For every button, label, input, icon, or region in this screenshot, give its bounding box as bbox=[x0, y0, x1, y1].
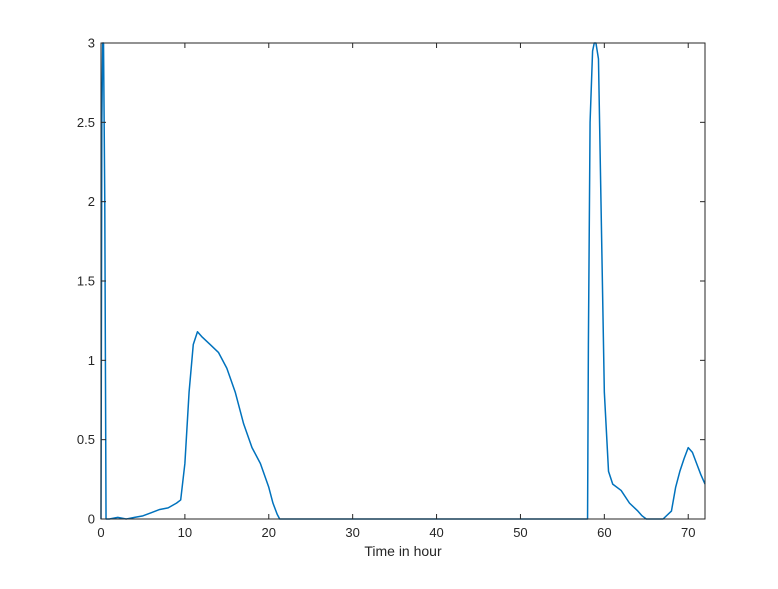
x-axis-label: Time in hour bbox=[364, 543, 442, 559]
x-tick-label: 60 bbox=[597, 525, 611, 540]
y-tick-label: 2.5 bbox=[77, 115, 95, 130]
x-tick-label: 70 bbox=[681, 525, 695, 540]
x-tick-label: 30 bbox=[345, 525, 359, 540]
y-tick-label: 0 bbox=[88, 512, 95, 527]
plot-area bbox=[101, 43, 705, 519]
x-tick-label: 50 bbox=[513, 525, 527, 540]
x-tick-label: 20 bbox=[262, 525, 276, 540]
x-tick-label: 40 bbox=[429, 525, 443, 540]
x-tick-label: 0 bbox=[97, 525, 104, 540]
x-tick-label: 10 bbox=[178, 525, 192, 540]
y-tick-label: 1.5 bbox=[77, 274, 95, 289]
y-axis-ticks: 0 0.5 1 1.5 2 2.5 3 bbox=[77, 36, 705, 527]
y-tick-label: 3 bbox=[88, 36, 95, 51]
y-tick-label: 1 bbox=[88, 353, 95, 368]
series-layer bbox=[100, 42, 706, 520]
y-tick-label: 0.5 bbox=[77, 432, 95, 447]
x-axis-ticks: 0 10 20 30 40 50 60 70 bbox=[97, 43, 695, 540]
y-tick-label: 2 bbox=[88, 194, 95, 209]
series-line bbox=[100, 42, 706, 520]
